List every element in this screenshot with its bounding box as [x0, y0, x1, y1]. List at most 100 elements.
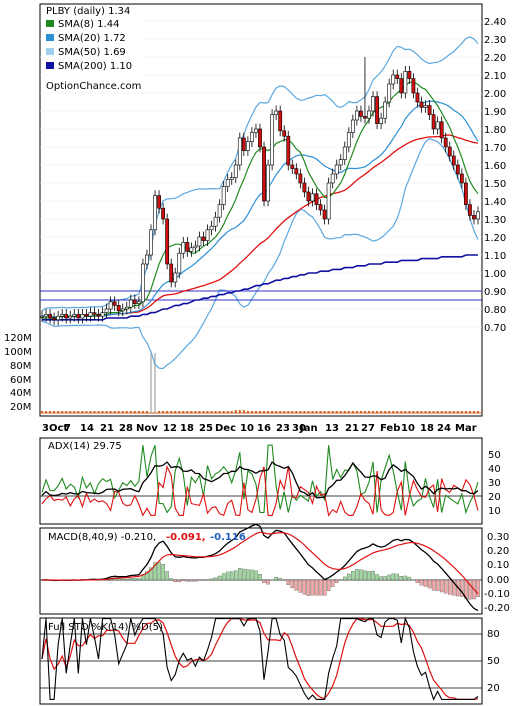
candle-body — [350, 119, 355, 133]
candle-body — [237, 137, 242, 166]
candle-body — [354, 110, 359, 121]
macd-hist-bar — [145, 571, 149, 581]
volume-bar — [335, 411, 338, 413]
candle-body — [318, 204, 323, 211]
adx-panel: ADX(14) 29.75 50 40 30 20 10 — [39, 437, 501, 525]
candle-body — [431, 114, 436, 130]
candle-body — [68, 315, 73, 319]
volume-bar — [436, 411, 439, 413]
macd-hist-bar — [193, 579, 198, 582]
candle-body — [391, 74, 396, 85]
volume-bar — [174, 411, 177, 413]
macd-hist-bar — [229, 571, 234, 581]
macd-tick: -0.10 — [484, 589, 510, 600]
x-label: 12 — [163, 423, 177, 434]
candle-body — [92, 312, 97, 315]
candle-body — [403, 71, 408, 94]
candle-body — [177, 252, 182, 274]
macd-hist-bar — [347, 573, 351, 581]
x-label: 16 — [257, 423, 271, 434]
sto-tick: 80 — [487, 629, 500, 640]
candle-body — [44, 314, 48, 317]
volume-bar — [198, 411, 201, 413]
candle-body — [359, 110, 363, 117]
macd-hist-bar — [177, 579, 182, 583]
macd-hist-bar — [294, 579, 299, 591]
candle-body — [472, 215, 476, 220]
price-tick: 0.80 — [484, 305, 506, 316]
macd-label: MACD(8,40,9) -0.210, — [48, 532, 156, 543]
volume-bar — [359, 411, 362, 413]
price-tick: 2.30 — [484, 35, 506, 46]
volume-bar — [388, 411, 391, 413]
candle-body — [342, 146, 347, 160]
macd-hist-bar — [439, 579, 444, 593]
candle-body — [310, 193, 315, 202]
volume-bar — [372, 411, 375, 413]
price-tick: 2.20 — [484, 53, 506, 64]
macd-hist-bar — [290, 579, 295, 589]
macd-hist-bar — [379, 576, 383, 581]
candle-body — [149, 229, 153, 256]
volume-bar — [238, 410, 241, 413]
candle-body — [108, 301, 113, 310]
price-tick: 2.10 — [484, 71, 506, 82]
volume-tick: 120M — [4, 333, 32, 344]
candle-body — [459, 173, 464, 184]
macd-hist-bar — [282, 579, 286, 581]
volume-bar — [113, 411, 116, 413]
volume-bar — [339, 411, 342, 413]
macd-hist-bar — [330, 579, 335, 587]
legend-sma8: SMA(8) 1.44 — [58, 19, 119, 30]
volume-bar — [65, 411, 68, 413]
volume-bar — [299, 411, 302, 413]
sto-k-line — [41, 616, 479, 701]
adx-tick: 20 — [488, 492, 501, 503]
candle-body — [290, 164, 295, 169]
volume-bar — [226, 411, 229, 413]
macd-panel: MACD(8,40,9) -0.210, -0.091, -0.116 0.30… — [39, 523, 510, 615]
candle-body — [76, 314, 81, 319]
volume-bar — [263, 411, 266, 413]
candle-body — [314, 193, 319, 205]
macd-hist-bar — [314, 579, 319, 596]
candle-body — [443, 137, 448, 148]
price-grid — [40, 20, 482, 328]
candle-body — [407, 71, 412, 79]
volume-bar — [392, 411, 395, 413]
candle-body — [302, 182, 307, 193]
volume-bar — [271, 411, 274, 413]
macd-hist-bar — [246, 569, 250, 581]
macd-hist-bar — [274, 576, 278, 581]
macd-tick: 0.00 — [487, 575, 509, 586]
macd-hist-bar — [322, 579, 327, 596]
volume-bar — [93, 411, 96, 413]
volume-bar — [154, 353, 157, 413]
candle-body — [104, 308, 109, 313]
volume-bar — [137, 411, 140, 413]
price-panel: PLBY (daily) 1.34 SMA(8) 1.44 SMA(20) 1.… — [4, 3, 506, 434]
candle-body — [161, 207, 166, 220]
volume-bar — [347, 411, 350, 413]
legend-box — [41, 5, 141, 91]
watermark: OptionChance.com — [46, 81, 141, 92]
macd-hist-bar — [310, 579, 315, 596]
volume-bar — [61, 411, 64, 413]
volume-bar — [351, 411, 354, 413]
volume-bar — [105, 411, 108, 413]
candle-body — [201, 236, 206, 241]
volume-bar — [158, 411, 161, 413]
price-legend: PLBY (daily) 1.34 SMA(8) 1.44 SMA(20) 1.… — [41, 5, 141, 92]
volume-bar — [412, 411, 415, 413]
volume-bar — [363, 411, 366, 413]
volume-bar — [323, 411, 326, 413]
candle-body — [120, 308, 125, 312]
volume-bar — [202, 411, 205, 413]
volume-bar — [303, 411, 306, 413]
macd-lines — [41, 523, 479, 612]
macd-hist-bar — [242, 568, 246, 581]
candlesticks — [40, 57, 480, 326]
volume-bar — [246, 411, 249, 413]
candle-body — [132, 299, 137, 304]
volume-bar — [145, 411, 148, 413]
